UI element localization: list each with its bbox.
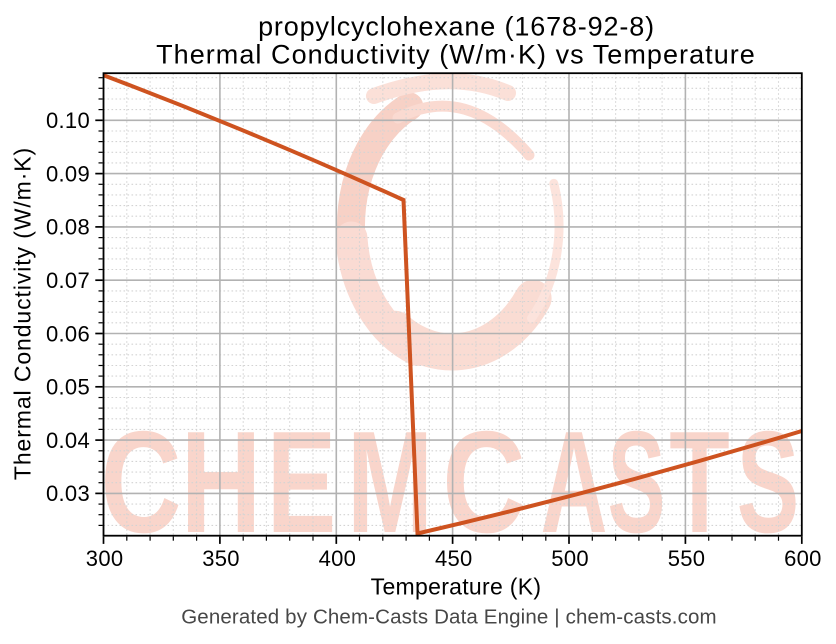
svg-text:500: 500: [551, 546, 589, 571]
svg-text:C: C: [101, 401, 182, 563]
svg-text:0.08: 0.08: [46, 215, 90, 240]
svg-text:0.03: 0.03: [46, 481, 90, 506]
svg-text:Thermal Conductivity (W/m·K): Thermal Conductivity (W/m·K): [10, 147, 36, 480]
svg-text:0.05: 0.05: [46, 375, 90, 400]
svg-text:300: 300: [86, 546, 124, 571]
svg-text:A: A: [541, 401, 608, 563]
svg-text:0.06: 0.06: [46, 321, 90, 346]
svg-text:600: 600: [784, 546, 822, 571]
svg-text:Temperature (K): Temperature (K): [371, 574, 542, 600]
svg-text:Thermal Conductivity (W/m·K) v: Thermal Conductivity (W/m·K) vs Temperat…: [156, 39, 756, 69]
svg-text:E: E: [267, 401, 337, 563]
svg-text:C: C: [442, 401, 526, 563]
svg-text:0.09: 0.09: [46, 161, 90, 186]
svg-text:400: 400: [319, 546, 357, 571]
svg-text:450: 450: [435, 546, 473, 571]
svg-text:T: T: [669, 401, 730, 563]
svg-text:H: H: [181, 401, 262, 563]
svg-text:propylcyclohexane (1678-92-8): propylcyclohexane (1678-92-8): [258, 12, 655, 42]
svg-text:550: 550: [668, 546, 706, 571]
svg-text:350: 350: [202, 546, 240, 571]
svg-text:Generated by Chem-Casts Data E: Generated by Chem-Casts Data Engine | ch…: [181, 606, 717, 629]
svg-text:0.07: 0.07: [46, 268, 90, 293]
svg-text:0.10: 0.10: [46, 108, 90, 133]
svg-text:0.04: 0.04: [46, 428, 90, 453]
svg-text:S: S: [737, 401, 800, 563]
